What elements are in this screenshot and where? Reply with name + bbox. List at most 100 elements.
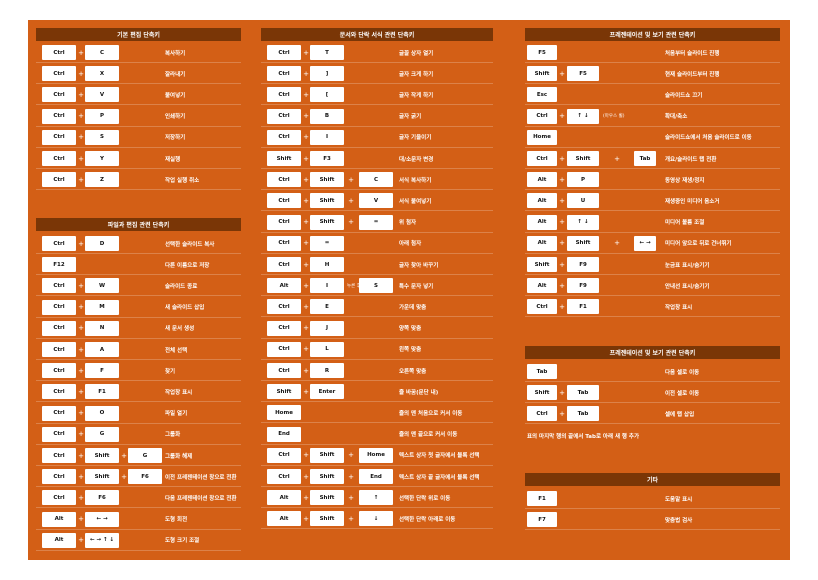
section-title: 파일과 편집 관련 단축키 [36,218,241,231]
plus-icon: + [78,133,84,142]
shortcut-row: Ctrl + E 가운데 맞춤 [261,296,493,318]
row-divider [525,189,780,191]
shortcut-description: 작업 실행 취소 [165,177,200,184]
plus-icon: + [303,112,309,121]
shortcut-description: 다음 셀로 이동 [665,369,700,376]
shortcut-description: 파일 열기 [165,411,188,418]
row-divider [261,528,493,530]
shortcut-row: Ctrl + X 잘라내기 [36,63,241,85]
shortcut-row: F1 도움말 표시 [525,488,780,509]
row-divider [525,125,780,127]
key-cap: Shift [310,214,344,230]
row-divider [36,507,241,509]
key-cap: Alt [527,172,557,188]
shortcut-description: 찾기 [165,368,176,375]
key-cap: Ctrl [267,320,301,336]
row-divider [261,316,493,318]
shortcut-row: Ctrl +] 글자 크게 하기 [261,63,493,85]
plus-icon: + [78,112,84,121]
section-title: 프레젠테이션 및 보기 관련 단축키 [525,28,780,41]
key-note: (마우스 휠) [603,114,625,120]
shortcut-description: 그룹화 해제 [165,453,193,460]
key-cap: V [85,87,119,103]
plus-icon: + [559,281,565,290]
row-divider [525,104,780,106]
key-cap: = [310,235,344,251]
key-cap: G [128,448,162,463]
plus-icon: + [559,239,565,248]
shortcut-description: 복사하기 [165,50,186,57]
shortcut-row: Ctrl + V 붙여넣기 [36,84,241,106]
row-divider [525,146,780,148]
plus-icon: + [348,451,354,460]
key-cap: X [85,66,119,82]
key-cap: Ctrl [42,172,76,188]
key-cap: Shift [310,490,344,506]
key-cap: Ctrl [42,66,76,82]
key-cap: Shift [85,448,119,463]
key-cap: Alt [42,511,76,527]
key-cap: Alt [527,235,557,251]
shortcut-description: 왼쪽 맞춤 [399,347,422,354]
plus-icon: + [121,472,127,481]
shortcut-description: 이전 프레젠테이션 창으로 전환 [165,474,237,481]
row-divider [261,486,493,487]
key-cap: E [310,299,344,315]
key-cap: Ctrl [267,299,301,315]
shortcut-description: 새 문서 생성 [165,326,195,333]
key-cap: End [359,469,393,484]
shortcut-row: F5 처음부터 슬라이드 진행 [525,42,780,63]
key-cap: Ctrl [42,108,76,124]
key-cap: ← → ↑ ↓ [85,532,119,548]
key-cap: Ctrl [527,151,557,166]
plus-icon: + [303,69,309,78]
row-divider [261,104,493,106]
shortcut-row: Ctrl + F6 다음 프레젠테이션 창으로 전환 [36,487,241,509]
plus-icon: + [78,324,84,333]
row-divider [261,401,493,403]
row-divider [36,274,241,276]
shortcut-description: 셀에 탭 삽입 [665,411,695,418]
key-cap: I [310,278,344,294]
row-divider [261,507,493,509]
shortcut-row: Ctrl + C 복사하기 [36,42,241,63]
plus-icon: + [78,493,84,502]
key-cap: Ctrl [42,426,76,442]
plus-icon: + [303,281,309,290]
key-cap: Z [85,172,119,188]
plus-icon: + [303,345,309,354]
key-cap: Ctrl [42,299,76,315]
plus-icon: + [303,472,309,481]
shortcut-description: 오른쪽 맞춤 [399,368,427,375]
row-divider [261,146,493,148]
row-divider [525,529,780,531]
key-cap: S [85,129,119,145]
shortcut-row: Ctrl + Shift + C 서식 복사하기 [261,169,493,191]
plus-icon: + [78,90,84,99]
row-divider [36,380,241,382]
key-cap: Alt [267,490,301,506]
key-cap: Ctrl [527,108,557,124]
shortcut-description: 글자 기울이기 [399,135,432,142]
shortcut-row: F7 맞춤법 검사 [525,509,780,531]
shortcut-description: 맞춤법 검사 [665,517,693,524]
key-cap: Shift [567,151,599,166]
shortcut-description: 슬라이드쇼 끄기 [665,92,703,99]
row-divider [525,168,780,169]
key-cap: D [85,236,119,251]
row-divider [36,337,241,339]
row-divider [36,146,241,148]
shortcut-row: Tab 다음 셀로 이동 [525,361,780,382]
key-cap: Alt [527,214,557,230]
row-divider [261,252,493,254]
key-cap: Shift [567,235,599,251]
shortcut-description: 동영상 재생/정지 [665,177,705,184]
row-divider [36,253,241,254]
shortcut-row: Ctrl + D 선택한 슬라이드 복사 [36,233,241,254]
shortcut-description: 확대/축소 [665,114,688,121]
plus-icon: + [78,239,84,248]
plus-icon: + [303,175,309,184]
key-cap: S [359,278,393,294]
key-cap: Shift [310,469,344,484]
row-divider [525,402,780,404]
